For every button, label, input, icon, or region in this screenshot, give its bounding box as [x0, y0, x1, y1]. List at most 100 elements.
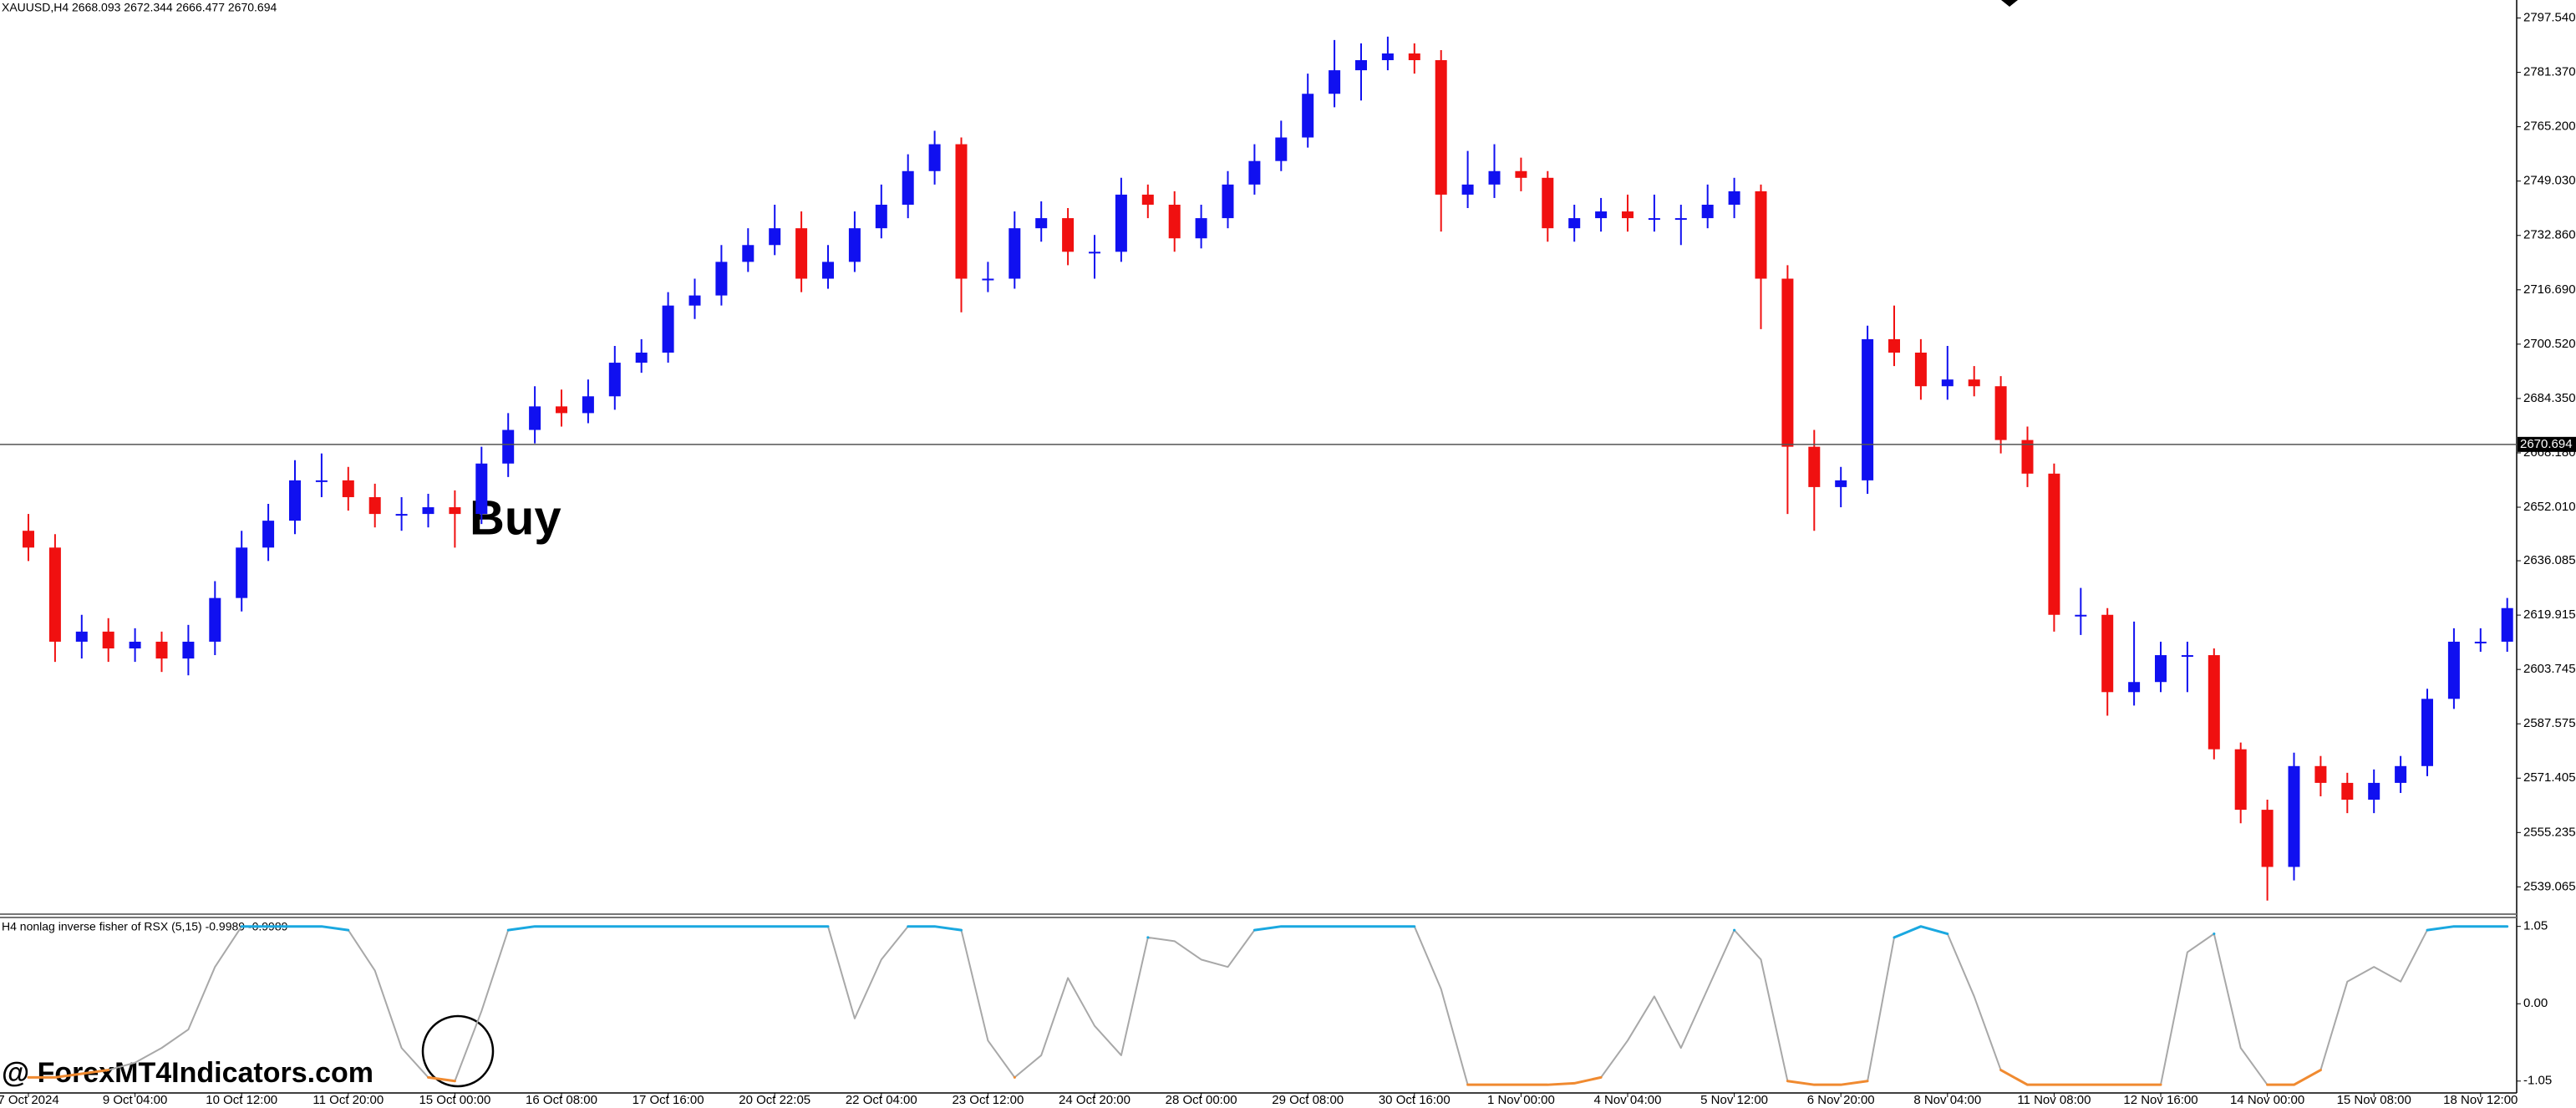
y-tick-label: 2797.540	[2523, 11, 2576, 25]
candle-body	[1941, 379, 1954, 387]
current-price-label: 2670.694	[2520, 437, 2573, 451]
indicator-line	[1466, 1075, 1603, 1086]
x-tick-label: 10 Oct 12:00	[206, 1093, 277, 1107]
y-tick-label: 2781.370	[2523, 65, 2576, 79]
x-tick-label: 11 Oct 20:00	[312, 1093, 384, 1107]
y-tick-label: 2619.915	[2523, 607, 2576, 622]
x-tick-label: 11 Nov 08:00	[2017, 1093, 2091, 1107]
candle-body	[1808, 446, 1821, 487]
candle-body	[2101, 614, 2114, 693]
indicator-line	[27, 1069, 110, 1079]
candle-body	[2261, 810, 2274, 867]
x-tick-label: 22 Oct 04:00	[846, 1093, 917, 1107]
candle-body	[1781, 278, 1794, 447]
candle-body	[1622, 211, 1633, 219]
candle-body	[2341, 782, 2354, 801]
candle-body	[129, 641, 141, 649]
candle-body	[449, 507, 461, 515]
x-tick-label: 9 Oct 04:00	[103, 1093, 168, 1107]
candle-body	[1355, 60, 1367, 71]
candle-body	[2208, 655, 2220, 750]
x-tick-label: 12 Nov 16:00	[2123, 1093, 2197, 1107]
candle-body	[1862, 338, 1874, 480]
candle-body	[2155, 655, 2167, 683]
candle-body	[2368, 782, 2380, 801]
y-tick-label: 2555.235	[2523, 825, 2576, 839]
candle-body	[2474, 641, 2487, 643]
candle-body	[342, 480, 354, 497]
x-tick-label: 18 Nov 12:00	[2443, 1093, 2518, 1107]
indicator-line	[506, 925, 830, 932]
candle-body	[395, 514, 408, 516]
candle-body	[236, 547, 248, 598]
indicator-line	[1786, 1080, 1869, 1086]
x-tick-label: 6 Nov 20:00	[1807, 1093, 1875, 1107]
indicator-line	[1252, 925, 1416, 932]
candle-body	[635, 352, 648, 363]
y-tick-label: 2732.860	[2523, 228, 2576, 242]
y-tick-label: 2603.745	[2523, 662, 2576, 676]
candle-body	[1275, 137, 1288, 161]
y-tick-label: 2700.520	[2523, 337, 2576, 351]
candle-body	[1062, 218, 1075, 252]
candle-body	[1329, 70, 1341, 94]
candle-body	[1222, 184, 1234, 219]
y-tick-label: 2539.065	[2523, 879, 2576, 893]
candle-body	[1595, 211, 1608, 219]
candle-body	[2395, 765, 2407, 783]
candle-body	[982, 278, 994, 281]
candle-body	[1488, 170, 1501, 185]
x-tick-label: 1 Nov 00:00	[1487, 1093, 1555, 1107]
x-tick-label: 7 Oct 2024	[0, 1093, 59, 1107]
x-tick-label: 17 Oct 16:00	[633, 1093, 704, 1107]
x-tick-label: 20 Oct 22:05	[739, 1093, 810, 1107]
candle-body	[23, 531, 34, 548]
candle-body	[422, 507, 434, 515]
current-price-box	[2518, 436, 2576, 452]
candle-body	[368, 496, 381, 515]
candle-body	[1728, 191, 1740, 205]
candle-body	[556, 406, 567, 414]
candle-body	[1835, 480, 1847, 487]
x-tick-label: 5 Nov 12:00	[1700, 1093, 1768, 1107]
candle-body	[48, 547, 61, 642]
candle-body	[742, 245, 755, 262]
x-tick-label: 28 Oct 00:00	[1166, 1093, 1237, 1107]
y-tick-label: 2652.010	[2523, 500, 2576, 514]
y-tick-label: 2684.350	[2523, 391, 2576, 405]
candle-body	[1195, 218, 1207, 239]
indicator-line	[427, 1075, 456, 1083]
y-tick-label: 0.00	[2523, 996, 2548, 1010]
candle-body	[769, 228, 781, 246]
indicator-line	[907, 925, 963, 932]
candle-body	[2128, 682, 2141, 693]
candle-body	[1648, 218, 1660, 221]
candle-body	[2181, 655, 2193, 658]
chart-title: XAUUSD,H4 2668.093 2672.344 2666.477 267…	[2, 1, 277, 14]
candle-body	[1035, 218, 1048, 229]
x-tick-label: 14 Nov 00:00	[2230, 1093, 2304, 1107]
candle-body	[1568, 218, 1581, 229]
candle-body	[289, 480, 301, 521]
y-tick-label: 2749.030	[2523, 174, 2576, 188]
candle-body	[2288, 765, 2300, 867]
y-tick-label: 2587.575	[2523, 716, 2576, 730]
candle-body	[662, 305, 674, 353]
y-tick-label: 2765.200	[2523, 119, 2576, 134]
candle-body	[2234, 749, 2247, 811]
candle-body	[2048, 473, 2060, 615]
x-tick-label: 23 Oct 12:00	[952, 1093, 1024, 1107]
candle-body	[1888, 338, 1900, 353]
x-tick-label: 4 Nov 04:00	[1594, 1093, 1662, 1107]
candle-body	[875, 204, 887, 229]
candle-body	[1168, 204, 1181, 239]
candle-body	[262, 521, 275, 548]
candle-body	[2421, 699, 2433, 766]
candle-body	[475, 463, 488, 515]
candle-body	[688, 295, 701, 306]
candle-body	[2021, 440, 2034, 474]
candle-body	[1141, 194, 1154, 205]
